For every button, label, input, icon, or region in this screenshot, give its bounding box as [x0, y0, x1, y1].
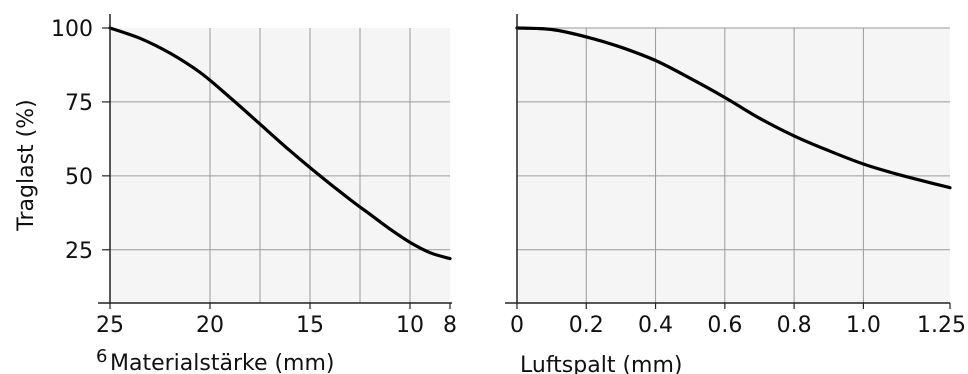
right-x-tick-label: 1.0	[846, 313, 881, 338]
right-x-tick-label: 0.2	[569, 313, 604, 338]
right-x-tick-label: 0.4	[638, 313, 673, 338]
y-axis-title: Traglast (%)	[14, 99, 39, 231]
y-tick-label: 100	[51, 17, 93, 42]
right-x-tick-label: 1.25	[917, 313, 966, 338]
right-x-tick-label: 0	[510, 313, 524, 338]
left-x-tick-label: 15	[296, 313, 324, 338]
left-x-tick-label: 10	[396, 313, 424, 338]
right-x-tick-label: 0.8	[777, 313, 812, 338]
y-tick-label: 25	[65, 239, 93, 264]
luftspalt-curve	[515, 26, 952, 190]
left-x-tick-label: 20	[196, 313, 224, 338]
right-x-tick-labels: 0 0.2 0.4 0.6 0.8 1.0 1.25	[510, 313, 966, 338]
left-gridlines	[110, 28, 450, 303]
left-x-tick-labels: 25 20 15 10 8	[96, 313, 457, 338]
right-x-tick-label: 0.6	[707, 313, 742, 338]
left-x-tick-label: 25	[96, 313, 124, 338]
y-tick-labels: 25 50 75 100	[51, 17, 93, 264]
stray-mark: 6	[96, 346, 107, 367]
materialstaerke-curve	[108, 26, 452, 261]
axes	[98, 14, 951, 309]
right-plot-background	[517, 28, 950, 303]
right-series	[515, 26, 952, 190]
left-x-tick-label: 8	[443, 313, 457, 338]
left-x-axis-title: Materialstärke (mm)	[110, 351, 335, 374]
right-x-axis-title: Luftspalt (mm)	[520, 353, 682, 374]
y-tick-label: 75	[65, 91, 93, 116]
left-series	[108, 26, 452, 261]
left-plot-background	[110, 28, 450, 303]
y-tick-label: 50	[65, 165, 93, 190]
